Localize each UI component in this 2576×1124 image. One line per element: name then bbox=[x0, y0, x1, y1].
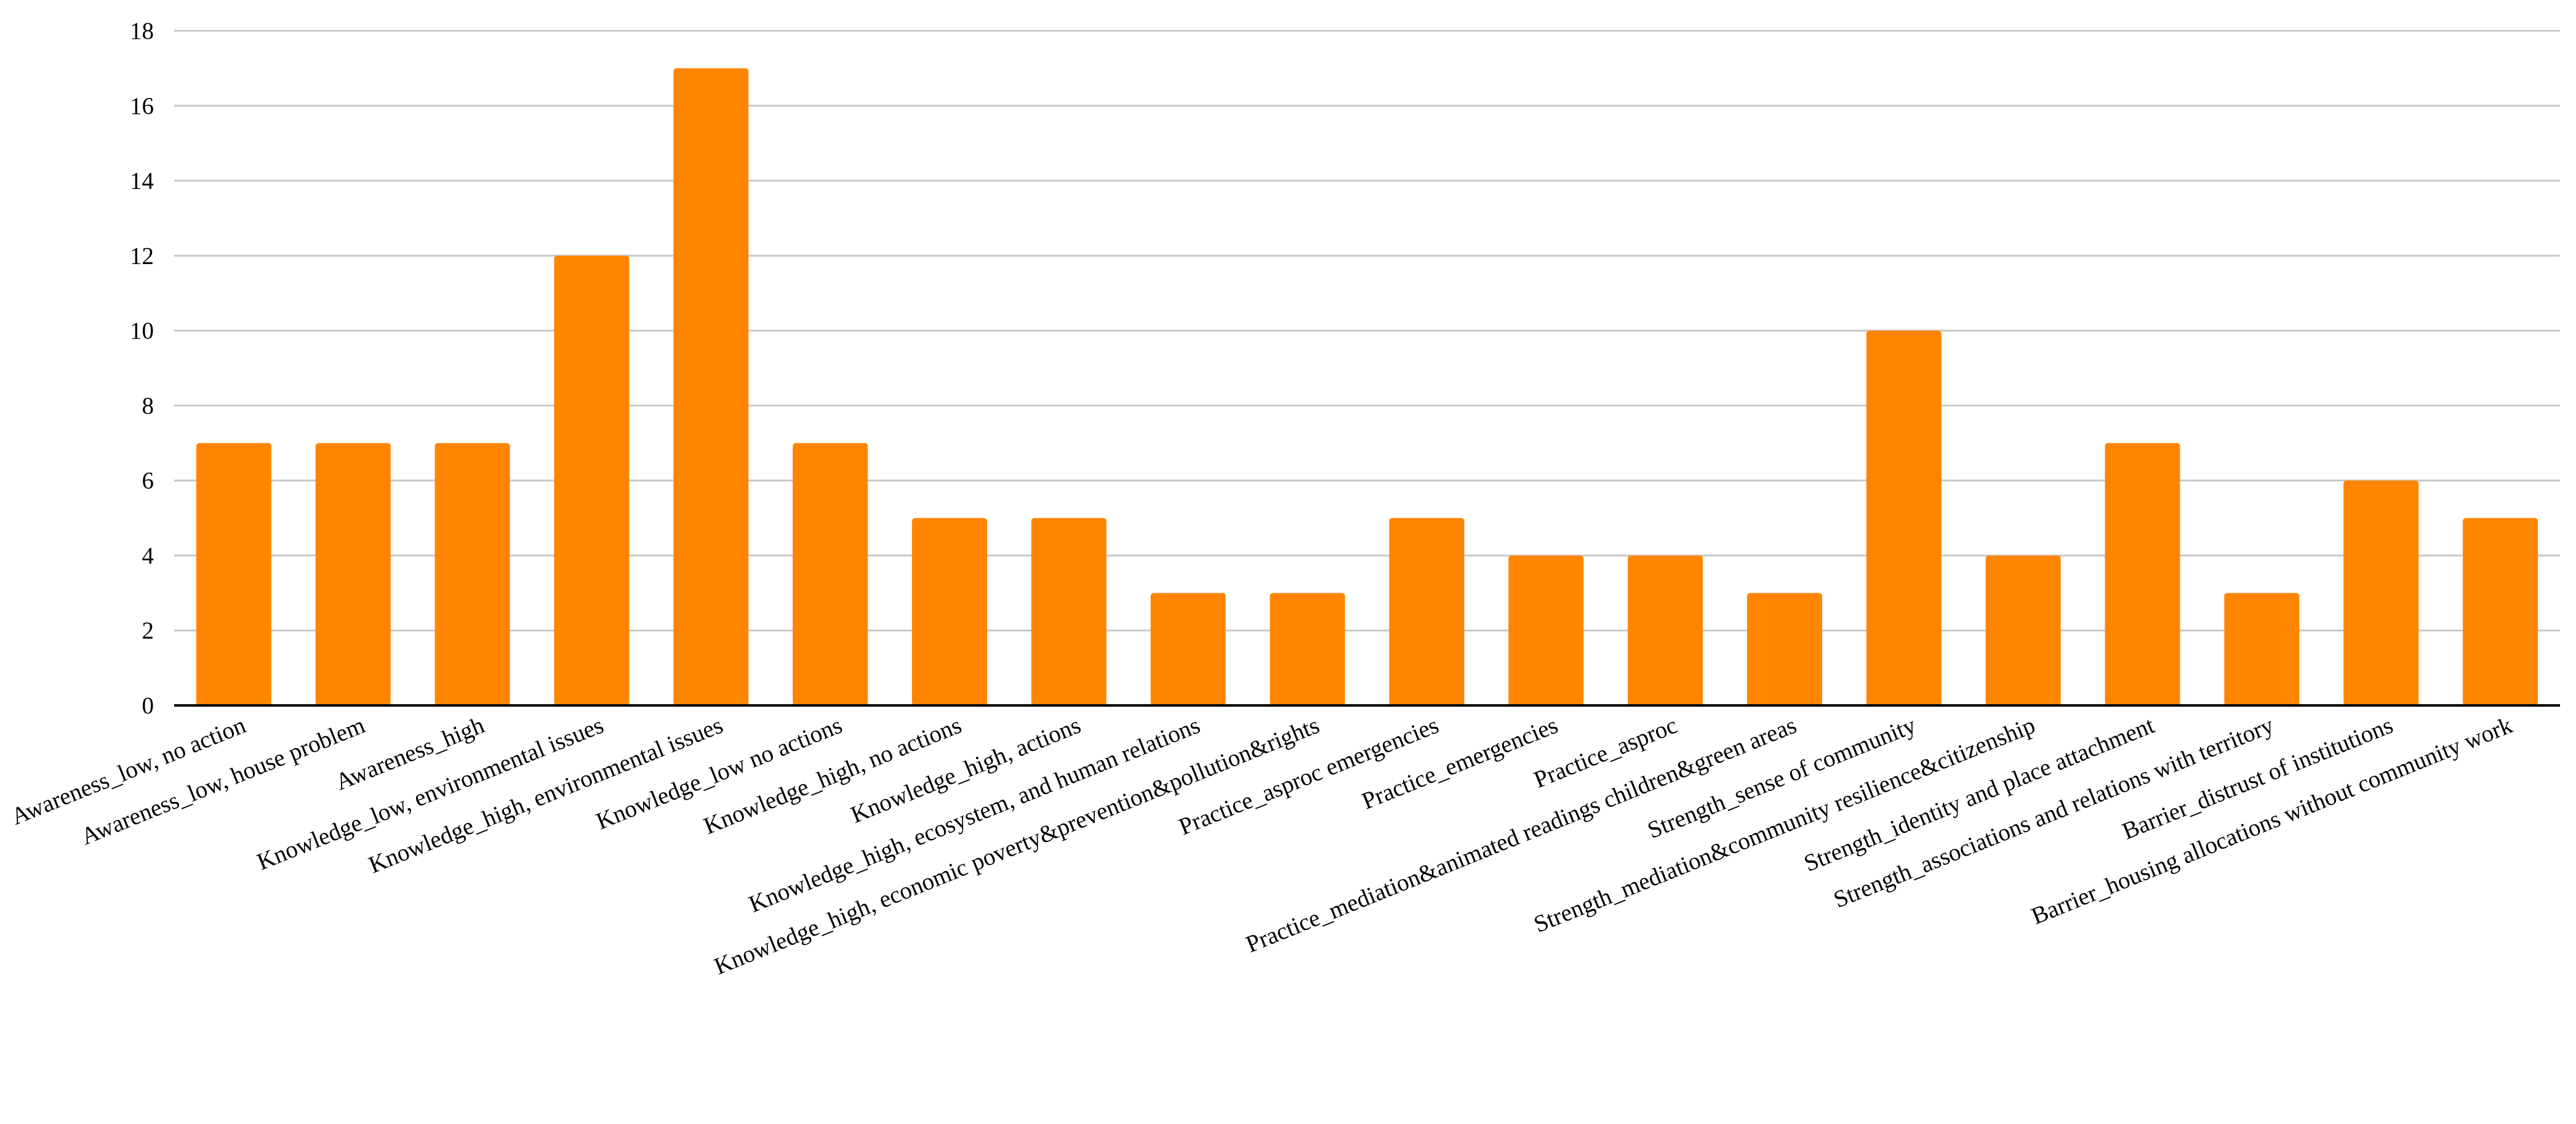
y-tick-label: 18 bbox=[130, 18, 154, 44]
y-tick-label: 10 bbox=[130, 318, 154, 344]
y-tick-label: 2 bbox=[142, 617, 154, 644]
bar-19 bbox=[2463, 518, 2538, 705]
bar-9 bbox=[1270, 593, 1345, 705]
bar-8 bbox=[1150, 593, 1226, 705]
y-tick-label: 12 bbox=[130, 243, 154, 269]
bar-4 bbox=[673, 68, 749, 705]
bar-15 bbox=[1985, 555, 2061, 705]
bar-16 bbox=[2105, 443, 2180, 705]
bar-11 bbox=[1508, 555, 1584, 705]
bar-3 bbox=[554, 255, 630, 705]
y-tick-label: 14 bbox=[130, 168, 154, 195]
y-tick-label: 6 bbox=[142, 468, 154, 494]
gridlines bbox=[174, 30, 2560, 632]
bar-18 bbox=[2343, 480, 2419, 705]
bar-0 bbox=[196, 443, 271, 705]
bar-7 bbox=[1031, 518, 1106, 705]
y-axis-tick-labels: 0 2 4 6 8 10 12 14 16 18 bbox=[130, 18, 154, 719]
bar-14 bbox=[1866, 331, 1942, 705]
y-tick-label: 8 bbox=[142, 393, 154, 419]
bar-13 bbox=[1746, 593, 1822, 705]
bar-17 bbox=[2224, 593, 2300, 705]
bar-12 bbox=[1628, 555, 1703, 705]
y-tick-label: 16 bbox=[130, 93, 154, 119]
y-tick-label: 4 bbox=[142, 542, 154, 569]
bar-10 bbox=[1389, 518, 1465, 705]
bars bbox=[196, 68, 2538, 705]
bar-5 bbox=[793, 443, 868, 705]
x-category-label: Practice_emergencies bbox=[1358, 712, 1562, 814]
bar-1 bbox=[315, 443, 391, 705]
bar-6 bbox=[912, 518, 988, 705]
y-tick-label: 0 bbox=[142, 692, 154, 719]
bar-2 bbox=[434, 443, 510, 705]
